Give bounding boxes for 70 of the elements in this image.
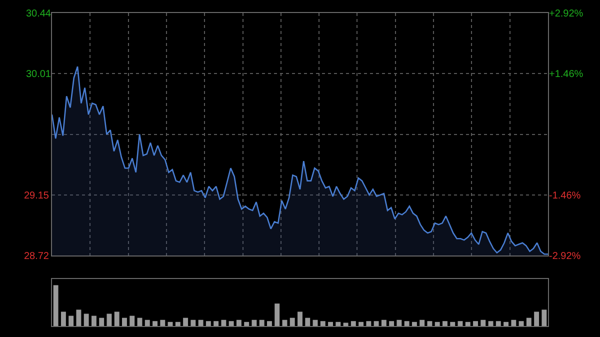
bar (252, 320, 257, 326)
bar (404, 321, 410, 326)
bar (114, 312, 120, 326)
bar (53, 285, 58, 326)
y-tick-label: 28.72 (24, 251, 50, 262)
bar (228, 321, 234, 326)
bar (206, 321, 211, 326)
bar (366, 321, 372, 326)
bar (336, 322, 341, 326)
bar (427, 321, 432, 326)
bar (298, 312, 302, 326)
bar (106, 314, 112, 326)
bar (76, 310, 82, 326)
bar (396, 320, 402, 326)
y2-tick-label: +2.92% (549, 8, 584, 20)
bar (68, 316, 74, 326)
bar (511, 320, 516, 326)
bar (496, 321, 501, 326)
bar (350, 321, 356, 326)
bar (488, 321, 494, 326)
bar (343, 322, 348, 326)
bar (389, 321, 394, 326)
bar (320, 321, 326, 326)
bar (152, 321, 158, 326)
y-tick-label: 30.44 (26, 8, 52, 20)
y-tick-label: 29.15 (24, 190, 50, 202)
bar (274, 304, 280, 326)
bar (412, 322, 417, 326)
bar (534, 312, 540, 326)
bar (473, 321, 478, 326)
bar (190, 320, 196, 326)
bar (465, 322, 470, 326)
bar (480, 320, 486, 326)
bar (122, 318, 127, 326)
bar (381, 320, 386, 326)
bar (374, 321, 379, 326)
bar (198, 320, 204, 326)
bar (518, 321, 524, 326)
bar (183, 318, 188, 326)
bar (144, 320, 150, 326)
bar (267, 321, 272, 326)
bar (168, 322, 173, 326)
bar (236, 320, 242, 326)
bar (442, 321, 448, 326)
bar (214, 321, 219, 326)
bar (458, 321, 463, 326)
bar (542, 310, 547, 326)
y2-tick-label: -1.46% (549, 190, 581, 202)
bar (84, 314, 89, 326)
bar (328, 322, 333, 326)
bar (244, 322, 250, 326)
bar (358, 322, 364, 326)
bar (305, 318, 310, 326)
bar (526, 318, 532, 326)
bar (91, 316, 96, 326)
bar (290, 318, 295, 326)
bar (259, 320, 264, 326)
y-tick-label: 30.01 (26, 69, 52, 80)
y2-tick-label: -2.92% (549, 251, 581, 262)
bar (420, 320, 425, 326)
bar (434, 322, 440, 326)
bar (130, 316, 135, 326)
bar (60, 312, 66, 326)
y2-tick-label: +1.46% (549, 69, 584, 80)
bar (221, 320, 226, 326)
bar (175, 322, 180, 326)
bar (99, 318, 104, 326)
bar (160, 320, 166, 326)
bar (504, 322, 509, 326)
bar (450, 322, 456, 326)
